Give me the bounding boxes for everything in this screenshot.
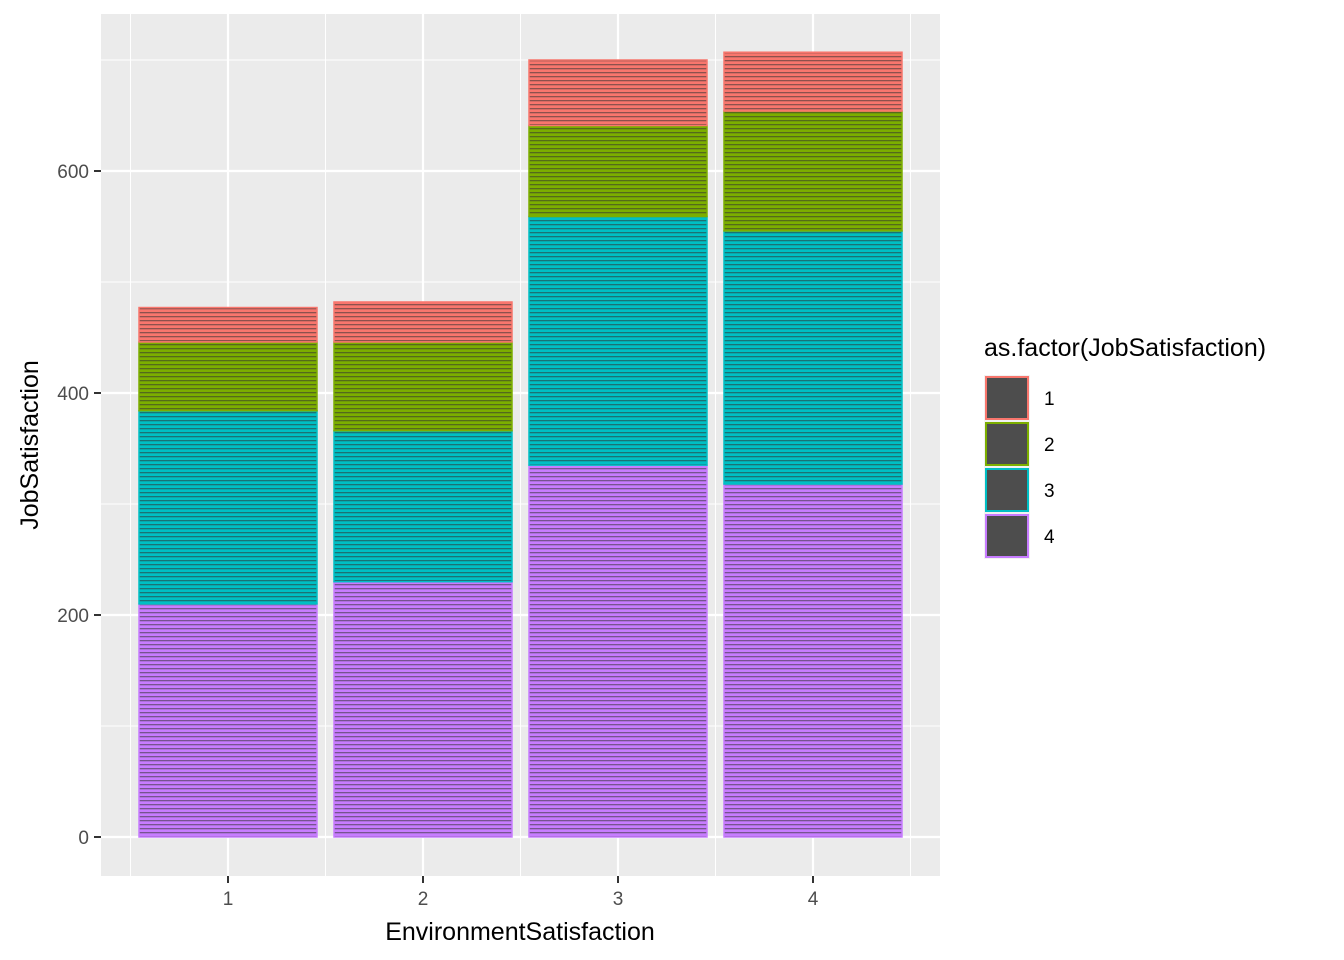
bar-segment-hatch xyxy=(528,215,708,466)
bar-segment-hatch xyxy=(723,483,903,838)
bar-segment-hatch xyxy=(528,124,708,218)
bar-segment-hatch xyxy=(723,230,903,485)
y-tick-label: 600 xyxy=(57,162,89,183)
bar-segment-hatch xyxy=(333,341,513,432)
legend-title: as.factor(JobSatisfaction) xyxy=(984,334,1266,362)
axes-layer: 0 200 400 600 1 2 3 4 xyxy=(57,162,818,910)
x-axis-title: EnvironmentSatisfaction xyxy=(385,918,655,946)
bar-segment-hatch xyxy=(138,603,318,838)
x-tick-label: 4 xyxy=(808,889,819,910)
bar-segment-hatch xyxy=(138,410,318,605)
x-tick-label: 3 xyxy=(613,889,624,910)
y-tick-label: 400 xyxy=(57,384,89,405)
bar-segment-hatch xyxy=(723,51,903,112)
x-tick-label: 1 xyxy=(223,889,234,910)
legend-label: 1 xyxy=(1044,389,1055,410)
legend-label: 4 xyxy=(1044,527,1055,548)
legend-key-swatch xyxy=(985,468,1029,512)
legend-key-swatch xyxy=(985,376,1029,420)
x-tick-label: 2 xyxy=(418,889,429,910)
bar-segment-hatch xyxy=(528,59,708,127)
bar-segment-hatch xyxy=(528,464,708,838)
bar-segment-hatch xyxy=(333,580,513,838)
bar-segment-hatch xyxy=(138,306,318,343)
legend-label: 3 xyxy=(1044,481,1055,502)
legend-key-swatch xyxy=(985,514,1029,558)
bar-segment-hatch xyxy=(333,301,513,343)
bar-segment-hatch xyxy=(138,341,318,412)
y-axis-title: JobSatisfaction xyxy=(16,360,44,530)
y-tick-label: 0 xyxy=(78,828,89,849)
legend: as.factor(JobSatisfaction) 1 2 3 4 xyxy=(984,334,1266,559)
bar-segment-hatch xyxy=(333,429,513,583)
bars-layer xyxy=(138,51,903,838)
y-tick-label: 200 xyxy=(57,606,89,627)
bar-segment-hatch xyxy=(723,110,903,232)
legend-key-swatch xyxy=(985,422,1029,466)
legend-label: 2 xyxy=(1044,435,1055,456)
